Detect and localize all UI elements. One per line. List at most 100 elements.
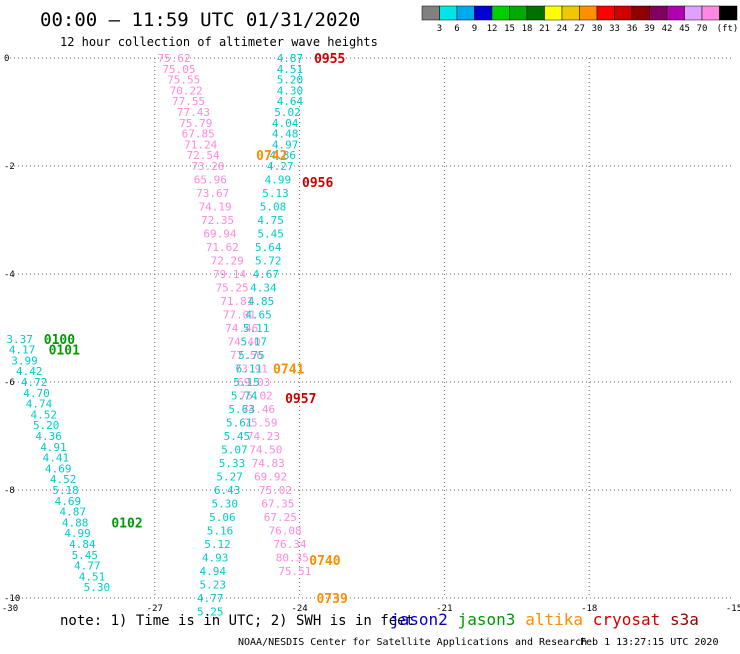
pass-time-label: 0955	[314, 52, 345, 67]
wave-height-label: 4.74	[26, 398, 53, 411]
wave-height-label: 4.70	[23, 387, 50, 400]
wave-height-label: 4.99	[64, 527, 91, 540]
wave-height-label: 5.63	[228, 403, 255, 416]
wave-height-label: 6.11	[236, 363, 263, 376]
legend-item-jason2: jason2	[390, 610, 448, 629]
colorbar-label: 36	[627, 24, 638, 34]
wave-height-label: 4.41	[43, 452, 70, 465]
colorbar-swatch	[631, 5, 650, 21]
legend-item-cryosat: cryosat	[593, 610, 660, 629]
wave-height-label: 4.86	[269, 149, 296, 162]
wave-height-label: 5.17	[240, 336, 267, 349]
colorbar-swatch	[456, 5, 475, 21]
colorbar-label: 12	[487, 24, 498, 34]
wave-height-label: 4.97	[272, 138, 299, 151]
colorbar-swatch	[439, 5, 458, 21]
wave-height-label: 5.02	[274, 106, 301, 119]
wave-height-label: 5.06	[209, 511, 236, 524]
wave-height-label: 4.67	[253, 268, 280, 281]
wave-height-label: 67.85	[182, 128, 215, 141]
colorbar-swatch	[701, 5, 720, 21]
colorbar-label: 6	[454, 24, 459, 34]
pass-time-label: 0101	[49, 344, 80, 359]
chart-subtitle: 12 hour collection of altimeter wave hei…	[60, 35, 378, 49]
colorbar-label: 9	[472, 24, 477, 34]
wave-height-label: 74.46	[242, 403, 275, 416]
wave-height-label: 75.25	[215, 282, 248, 295]
wave-height-label: 4.17	[9, 344, 36, 357]
wave-height-label: 5.20	[33, 419, 60, 432]
plot-background	[10, 58, 734, 598]
wave-height-label: 77.43	[177, 106, 210, 119]
wave-height-label: 5.33	[219, 457, 246, 470]
wave-height-label: 5.61	[226, 417, 253, 430]
footer-credit: NOAA/NESDIS Center for Satellite Applica…	[238, 637, 587, 648]
gridlines	[10, 57, 734, 599]
wave-height-label: 4.84	[69, 538, 96, 551]
wave-height-label: 69.92	[254, 471, 287, 484]
colorbar-swatch	[509, 5, 528, 21]
wave-height-label: 4.85	[248, 295, 275, 308]
wave-height-label: 5.27	[216, 471, 243, 484]
legend-item-jason3: jason3	[458, 610, 516, 629]
colorbar-swatch	[649, 5, 668, 21]
wave-height-label: 74.40	[228, 336, 261, 349]
wave-height-label: 75.59	[244, 417, 277, 430]
colorbar-swatch	[526, 5, 545, 21]
wave-height-label: 5.07	[221, 444, 248, 457]
pass-time-label: 0741	[273, 363, 304, 378]
wave-height-label: 75.51	[278, 565, 311, 578]
wave-height-label: 5.18	[52, 484, 79, 497]
wave-height-label: 76.08	[269, 525, 302, 538]
colorbar-swatch	[491, 5, 510, 21]
wave-height-label: 4.88	[62, 516, 89, 529]
wave-height-label: 5.45	[72, 549, 99, 562]
wave-height-label: 76.34	[273, 538, 306, 551]
colorbar-label: 3	[437, 24, 442, 34]
wave-height-label: 65.96	[194, 174, 227, 187]
wave-height-label: 5.45	[224, 430, 251, 443]
wave-height-label: 5.15	[233, 376, 260, 389]
colorbar-swatch	[666, 5, 685, 21]
legend-item-altika: altika	[525, 610, 583, 629]
wave-height-label: 4.48	[272, 128, 299, 141]
x-tick-label: -21	[436, 604, 452, 614]
wave-height-label: 75.02	[259, 484, 292, 497]
wave-height-label: 5.45	[257, 228, 284, 241]
wave-height-label: 4.52	[50, 473, 77, 486]
colorbar-swatch	[684, 5, 703, 21]
pass-time-label: 0100	[44, 333, 75, 348]
colorbar-label: (ft)	[717, 24, 739, 34]
colorbar-label: 30	[592, 24, 603, 34]
wave-height-label: 75.05	[162, 63, 195, 76]
wave-height-label: 67.35	[261, 498, 294, 511]
wave-height-label: 4.52	[31, 408, 58, 421]
wave-height-label: 72.29	[211, 255, 244, 268]
wave-height-label: 77.55	[172, 95, 205, 108]
wave-height-label: 4.64	[277, 95, 304, 108]
colorbar-swatch	[561, 5, 580, 21]
wave-height-label: 77.01	[223, 309, 256, 322]
colorbar-label: 70	[697, 24, 708, 34]
wave-height-label: 74.23	[247, 430, 280, 443]
legend-item-s3a: s3a	[670, 610, 699, 629]
wave-height-label: 4.91	[40, 441, 67, 454]
colorbar-swatch	[719, 5, 738, 21]
header: 00:00 — 11:59 UTC 01/31/2020 12 hour col…	[40, 9, 378, 49]
colorbar: 3 6 9 12 15 18 21 24 27 30 33 36 39 42 45 70 (ft)	[421, 5, 739, 34]
x-tick-label: -18	[581, 604, 597, 614]
colorbar-label: 39	[644, 24, 655, 34]
wave-height-label: 4.77	[74, 560, 101, 573]
wave-height-label: 4.42	[16, 365, 43, 378]
wave-height-label: 4.87	[59, 506, 86, 519]
wave-height-label: 4.27	[267, 160, 294, 173]
colorbar-label: 15	[504, 24, 515, 34]
y-tick-label: -6	[4, 378, 15, 388]
wave-height-label: 5.30	[212, 498, 239, 511]
y-tick-label: 0	[4, 54, 9, 64]
pass-time-label: 0742	[256, 149, 287, 164]
x-tick-label: -30	[2, 604, 18, 614]
chart-title: 00:00 — 11:59 UTC 01/31/2020	[40, 9, 360, 31]
